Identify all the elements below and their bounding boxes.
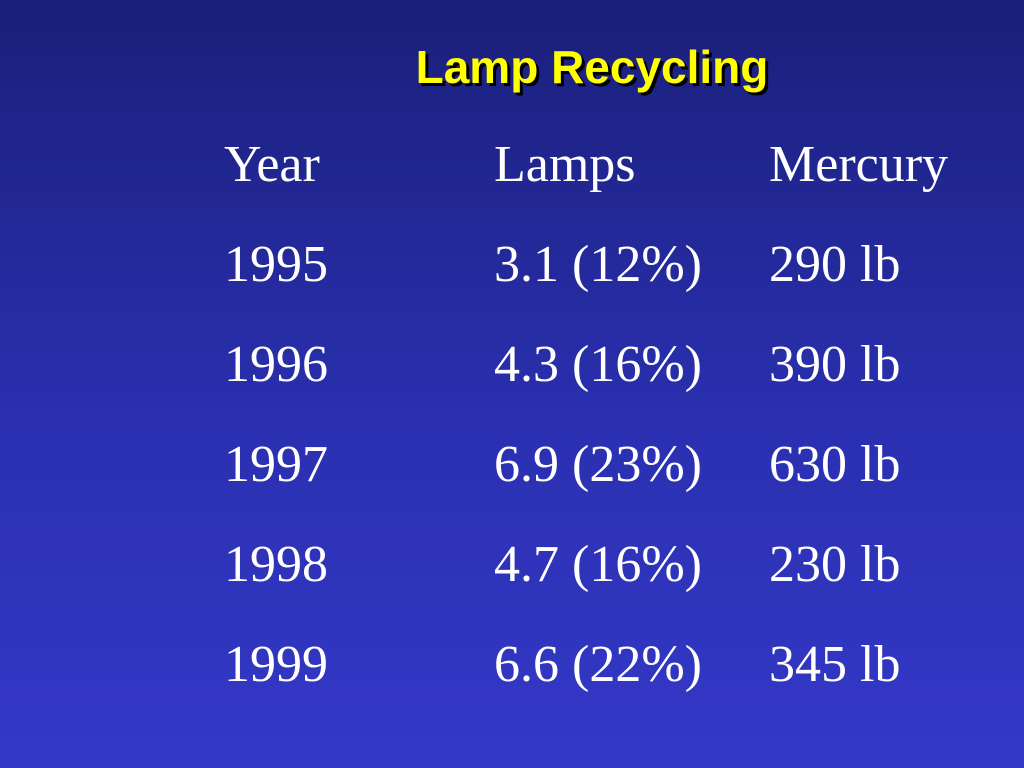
table-cell: 6.6 (22%) <box>494 636 702 693</box>
column-header: Year <box>224 136 320 193</box>
table-cell: 1999 <box>224 636 328 693</box>
column-header: Lamps <box>494 136 636 193</box>
table-cell: 4.3 (16%) <box>494 336 702 393</box>
table-cell: 1995 <box>224 236 328 293</box>
table-cell: 290 lb <box>769 236 901 293</box>
table-cell: 345 lb <box>769 636 901 693</box>
table-cell: 1998 <box>224 536 328 593</box>
table-cell: 390 lb <box>769 336 901 393</box>
table-cell: 1997 <box>224 436 328 493</box>
slide-title: Lamp Recycling <box>415 41 769 93</box>
table-cell: 6.9 (23%) <box>494 436 702 493</box>
table-cell: 230 lb <box>769 536 901 593</box>
table-cell: 4.7 (16%) <box>494 536 702 593</box>
table-cell: 630 lb <box>769 436 901 493</box>
table-cell: 3.1 (12%) <box>494 236 702 293</box>
table-cell: 1996 <box>224 336 328 393</box>
column-header: Mercury <box>769 136 949 193</box>
